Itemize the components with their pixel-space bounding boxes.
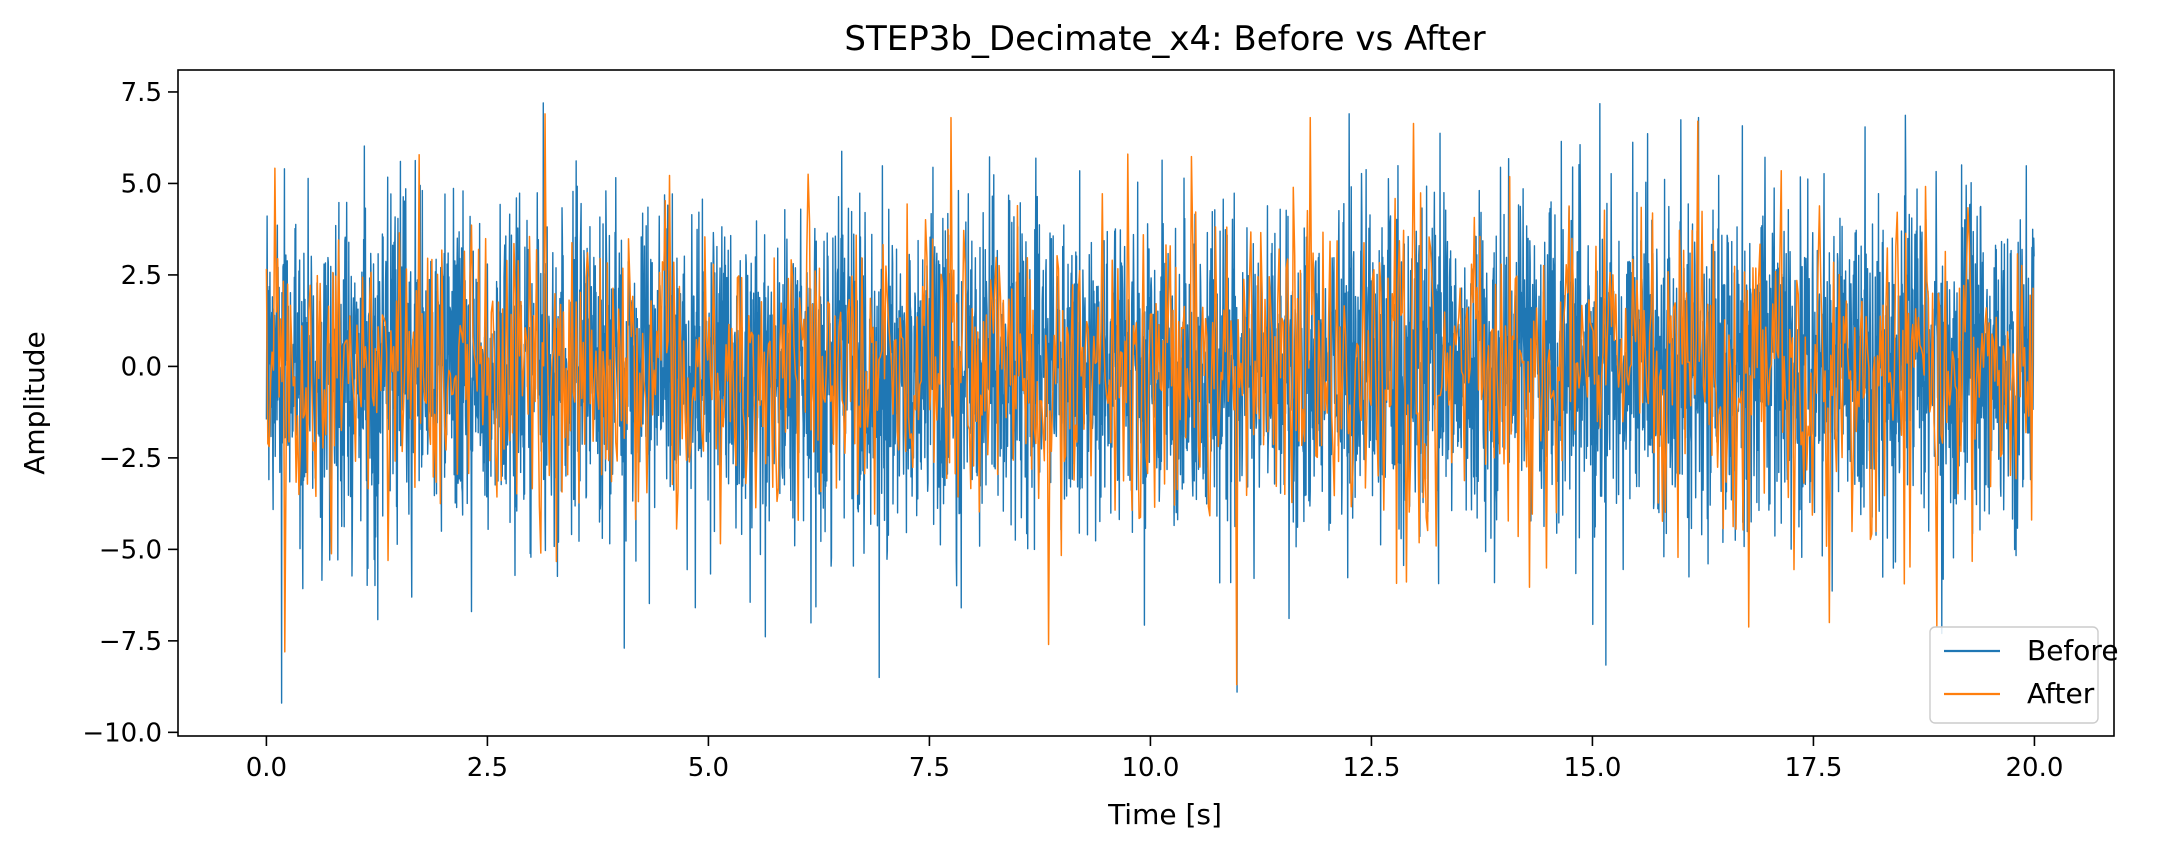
y-tick-label: 2.5 (121, 261, 162, 291)
y-tick-label: 0.0 (121, 352, 162, 382)
x-tick-label: 17.5 (1784, 753, 1842, 783)
x-tick-label: 2.5 (467, 753, 508, 783)
y-tick-label: −5.0 (99, 535, 162, 565)
y-tick-label: −7.5 (99, 627, 162, 657)
y-axis: 7.5 5.0 2.5 0.0 −2.5 −5.0 −7.5 −10.0 (82, 78, 178, 748)
legend-label-before: Before (2027, 634, 2119, 667)
x-tick-label: 7.5 (909, 753, 950, 783)
x-tick-label: 0.0 (246, 753, 287, 783)
y-tick-label: 7.5 (121, 78, 162, 108)
series-line-after (265, 113, 2034, 686)
x-tick-label: 20.0 (2005, 753, 2063, 783)
legend-label-after: After (2027, 677, 2095, 710)
y-axis-label: Amplitude (18, 331, 51, 475)
x-axis: 0.0 2.5 5.0 7.5 10.0 12.5 15.0 17.5 20.0 (246, 736, 2063, 783)
x-tick-label: 5.0 (688, 753, 729, 783)
x-axis-label: Time [s] (1107, 798, 1222, 831)
x-tick-label: 12.5 (1342, 753, 1400, 783)
series-group (265, 102, 2035, 704)
y-tick-label: −2.5 (99, 444, 162, 474)
plot-frame (177, 69, 2115, 737)
y-tick-label: −10.0 (82, 718, 162, 748)
chart-title: STEP3b_Decimate_x4: Before vs After (844, 19, 1485, 59)
legend: Before After (1929, 626, 2119, 724)
y-tick-label: 5.0 (121, 169, 162, 199)
x-tick-label: 15.0 (1563, 753, 1621, 783)
x-tick-label: 10.0 (1121, 753, 1179, 783)
